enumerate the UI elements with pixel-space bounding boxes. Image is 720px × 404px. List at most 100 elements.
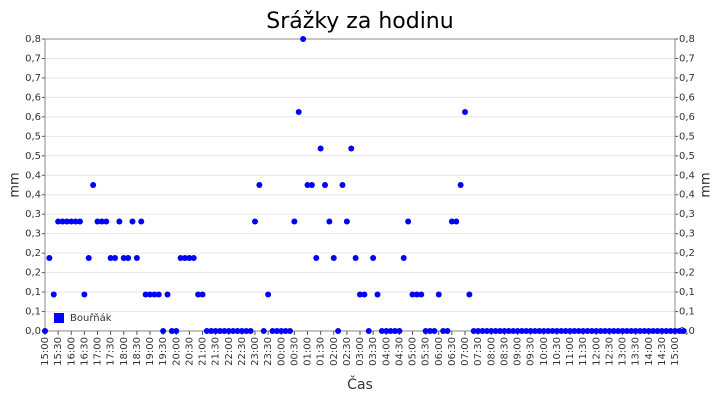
point (59, 218, 66, 225)
point (575, 328, 582, 334)
point (444, 328, 451, 334)
x-tick-label: 02:00 (329, 337, 340, 366)
point (308, 182, 315, 188)
x-tick-label: 07:30 (473, 337, 484, 366)
point (492, 328, 499, 334)
point (549, 328, 556, 334)
point (413, 291, 420, 298)
x-tick-label: 21:30 (211, 337, 222, 366)
point (168, 328, 175, 334)
point (42, 328, 48, 334)
point (418, 291, 425, 298)
point (343, 218, 350, 225)
point (562, 328, 569, 334)
point (588, 328, 595, 334)
point (313, 255, 320, 261)
point (676, 328, 683, 334)
point (370, 255, 377, 261)
x-tick-label: 10:00 (539, 337, 550, 366)
y2-tick-label: 0,6 (679, 112, 695, 123)
y-tick-label: 0,3 (25, 229, 41, 240)
point (317, 145, 324, 152)
point (462, 109, 468, 115)
point (155, 291, 162, 298)
point (300, 36, 307, 42)
point (672, 328, 678, 334)
legend-label: Bouřňák (70, 312, 112, 324)
y2-tick-label: 0,7 (679, 73, 695, 84)
point (46, 255, 53, 261)
x-tick-label: 22:30 (237, 337, 248, 366)
point (151, 291, 158, 298)
x-tick-label: 18:30 (132, 337, 143, 366)
y-tick-label: 0,6 (25, 112, 41, 123)
y-tick-label: 0,4 (25, 190, 41, 201)
point (654, 328, 661, 334)
x-tick-label: 04:30 (394, 337, 405, 366)
point (383, 328, 390, 334)
point (217, 328, 223, 334)
point (212, 328, 219, 334)
point (475, 328, 482, 334)
point (365, 328, 372, 334)
x-tick-label: 21:00 (198, 337, 209, 366)
y2-tick-label: 0,4 (679, 190, 695, 201)
y-tick-label: 0,8 (25, 34, 41, 45)
x-tick-label: 18:00 (119, 337, 130, 366)
point (650, 328, 657, 334)
point (177, 255, 184, 261)
point (667, 328, 674, 334)
point (623, 328, 630, 334)
point (466, 291, 473, 298)
point (680, 328, 687, 334)
point (637, 328, 643, 334)
point (628, 328, 635, 334)
x-tick-label: 19:00 (145, 337, 156, 366)
y-axis-label: mm (8, 172, 23, 197)
x-tick-label: 00:00 (276, 337, 287, 366)
point (273, 328, 280, 334)
point (304, 182, 311, 188)
point (107, 255, 114, 261)
point (85, 255, 92, 261)
x-tick-label: 02:30 (342, 337, 353, 366)
point (72, 218, 79, 225)
y2-tick-label: 0,7 (679, 53, 695, 64)
point (190, 255, 197, 261)
point (658, 328, 665, 334)
point (501, 328, 508, 334)
point (195, 291, 202, 298)
x-tick-label: 20:30 (184, 337, 195, 366)
point (230, 328, 237, 334)
x-tick-label: 17:30 (106, 337, 117, 366)
point (63, 218, 70, 225)
point (90, 182, 97, 188)
point (497, 328, 503, 334)
x-tick-label: 14:30 (657, 337, 668, 366)
point (663, 328, 670, 334)
point (287, 328, 293, 334)
y2-tick-label: 0,1 (679, 307, 695, 318)
x-tick-label: 11:30 (578, 337, 589, 366)
point (488, 328, 495, 334)
x-tick-label: 13:00 (618, 337, 629, 366)
point (208, 328, 215, 334)
x-tick-label: 13:30 (631, 337, 642, 366)
point (269, 328, 276, 334)
point (632, 328, 639, 334)
x-tick-label: 01:00 (303, 337, 314, 366)
x-tick-label: 01:30 (316, 337, 327, 366)
point (339, 182, 346, 188)
y-tick-label: 0,2 (25, 268, 41, 279)
point (479, 328, 486, 334)
point (348, 145, 355, 152)
point (558, 328, 565, 334)
point (431, 328, 438, 334)
x-tick-label: 16:00 (66, 337, 77, 366)
point (396, 328, 403, 334)
point (457, 182, 464, 188)
point (387, 328, 394, 334)
x-tick-label: 19:30 (158, 337, 169, 366)
point (606, 328, 613, 334)
